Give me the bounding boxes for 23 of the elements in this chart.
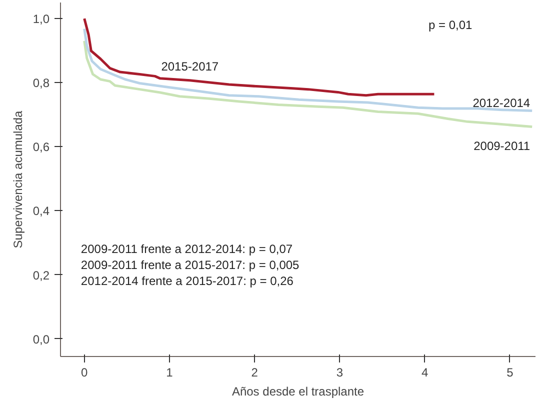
y-tick-label: 0,8 bbox=[32, 76, 50, 90]
series-label: 2015-2017 bbox=[161, 59, 219, 74]
line-series bbox=[83, 17, 436, 97]
x-tick-label: 5 bbox=[506, 366, 514, 380]
x-tick-label: 2 bbox=[251, 366, 258, 380]
x-tick-label: 4 bbox=[422, 366, 428, 380]
y-axis-title: Supervivencia acumulada bbox=[10, 110, 25, 248]
x-tick-label: 3 bbox=[336, 366, 344, 380]
series-label: 2009-2011 bbox=[474, 138, 530, 153]
y-tick-label: 1,0 bbox=[32, 12, 50, 26]
annotation: 2009-2011 frente a 2012-2014: p = 0,07 bbox=[80, 242, 293, 256]
x-axis-title: Años desde el trasplante bbox=[232, 384, 364, 398]
annotation: 2012-2014 frente a 2015-2017: p = 0,26 bbox=[80, 274, 294, 288]
y-tick-label: 0,0 bbox=[32, 332, 50, 346]
line-series bbox=[83, 40, 534, 128]
annotation: 2009-2011 frente a 2015-2017: p = 0,005 bbox=[80, 258, 300, 272]
x-tick-label: 1 bbox=[166, 366, 174, 380]
x-tick-label: 0 bbox=[81, 366, 88, 380]
annotation: p = 0,01 bbox=[428, 18, 473, 32]
y-tick-label: 0,6 bbox=[32, 140, 50, 154]
y-tick-label: 0,4 bbox=[32, 204, 50, 218]
y-tick-label: 0,2 bbox=[32, 268, 50, 282]
series-label: 2012-2014 bbox=[472, 96, 530, 110]
